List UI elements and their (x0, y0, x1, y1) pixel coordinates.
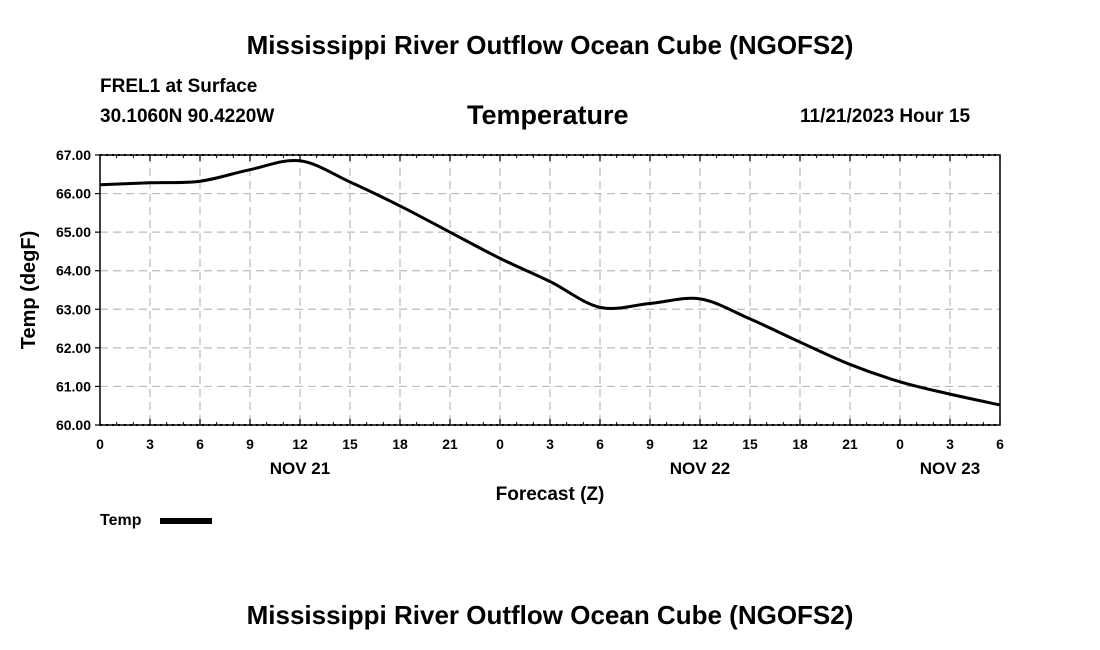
y-tick-label: 65.00 (56, 224, 91, 240)
y-tick-label: 60.00 (56, 417, 91, 433)
y-tick-label: 66.00 (56, 186, 91, 202)
station-coordinates: 30.1060N 90.4220W (100, 106, 275, 127)
x-tick-label: 3 (546, 436, 554, 452)
x-tick-label: 6 (996, 436, 1004, 452)
x-tick-label: 18 (792, 436, 808, 452)
x-tick-label: 3 (146, 436, 154, 452)
grid-lines (100, 154, 1000, 426)
x-tick-label: 9 (646, 436, 654, 452)
x-tick-label: 0 (896, 436, 904, 452)
x-tick-label: 21 (442, 436, 458, 452)
y-tick-label: 61.00 (56, 378, 91, 394)
x-tick-label: 15 (342, 436, 358, 452)
x-axis-label: Forecast (Z) (496, 484, 605, 505)
x-tick-label: 12 (692, 436, 708, 452)
y-axis-label: Temp (degF) (18, 231, 40, 350)
forecast-timestamp: 11/21/2023 Hour 15 (800, 106, 971, 127)
chart-title: Temperature (467, 100, 629, 130)
date-label: NOV 22 (670, 459, 730, 478)
y-tick-label: 67.00 (56, 147, 91, 163)
station-label: FREL1 at Surface (100, 76, 258, 97)
x-tick-label: 12 (292, 436, 308, 452)
y-tick-label: 63.00 (56, 301, 91, 317)
data-series (99, 158, 1001, 407)
date-label: NOV 23 (920, 459, 980, 478)
date-label: NOV 21 (270, 459, 330, 478)
x-tick-label: 6 (596, 436, 604, 452)
x-tick-label: 3 (946, 436, 954, 452)
series-line-temp (99, 158, 1001, 407)
footer-title: Mississippi River Outflow Ocean Cube (NG… (246, 600, 854, 630)
x-tick-label: 0 (96, 436, 104, 452)
y-tick-label: 64.00 (56, 263, 91, 279)
x-tick-label: 9 (246, 436, 254, 452)
axis-ticks (95, 154, 1001, 426)
x-tick-label: 21 (842, 436, 858, 452)
x-tick-label: 0 (496, 436, 504, 452)
legend-label: Temp (100, 512, 142, 529)
page-title: Mississippi River Outflow Ocean Cube (NG… (246, 30, 854, 60)
x-tick-label: 6 (196, 436, 204, 452)
x-tick-label: 18 (392, 436, 408, 452)
y-tick-label: 62.00 (56, 340, 91, 356)
axis-tick-labels: 0 3 6 9 12 15 18 21 0 3 6 9 12 15 18 21 0 3 6 67.00 66.00 65.… (56, 147, 1004, 478)
x-tick-label: 15 (742, 436, 758, 452)
